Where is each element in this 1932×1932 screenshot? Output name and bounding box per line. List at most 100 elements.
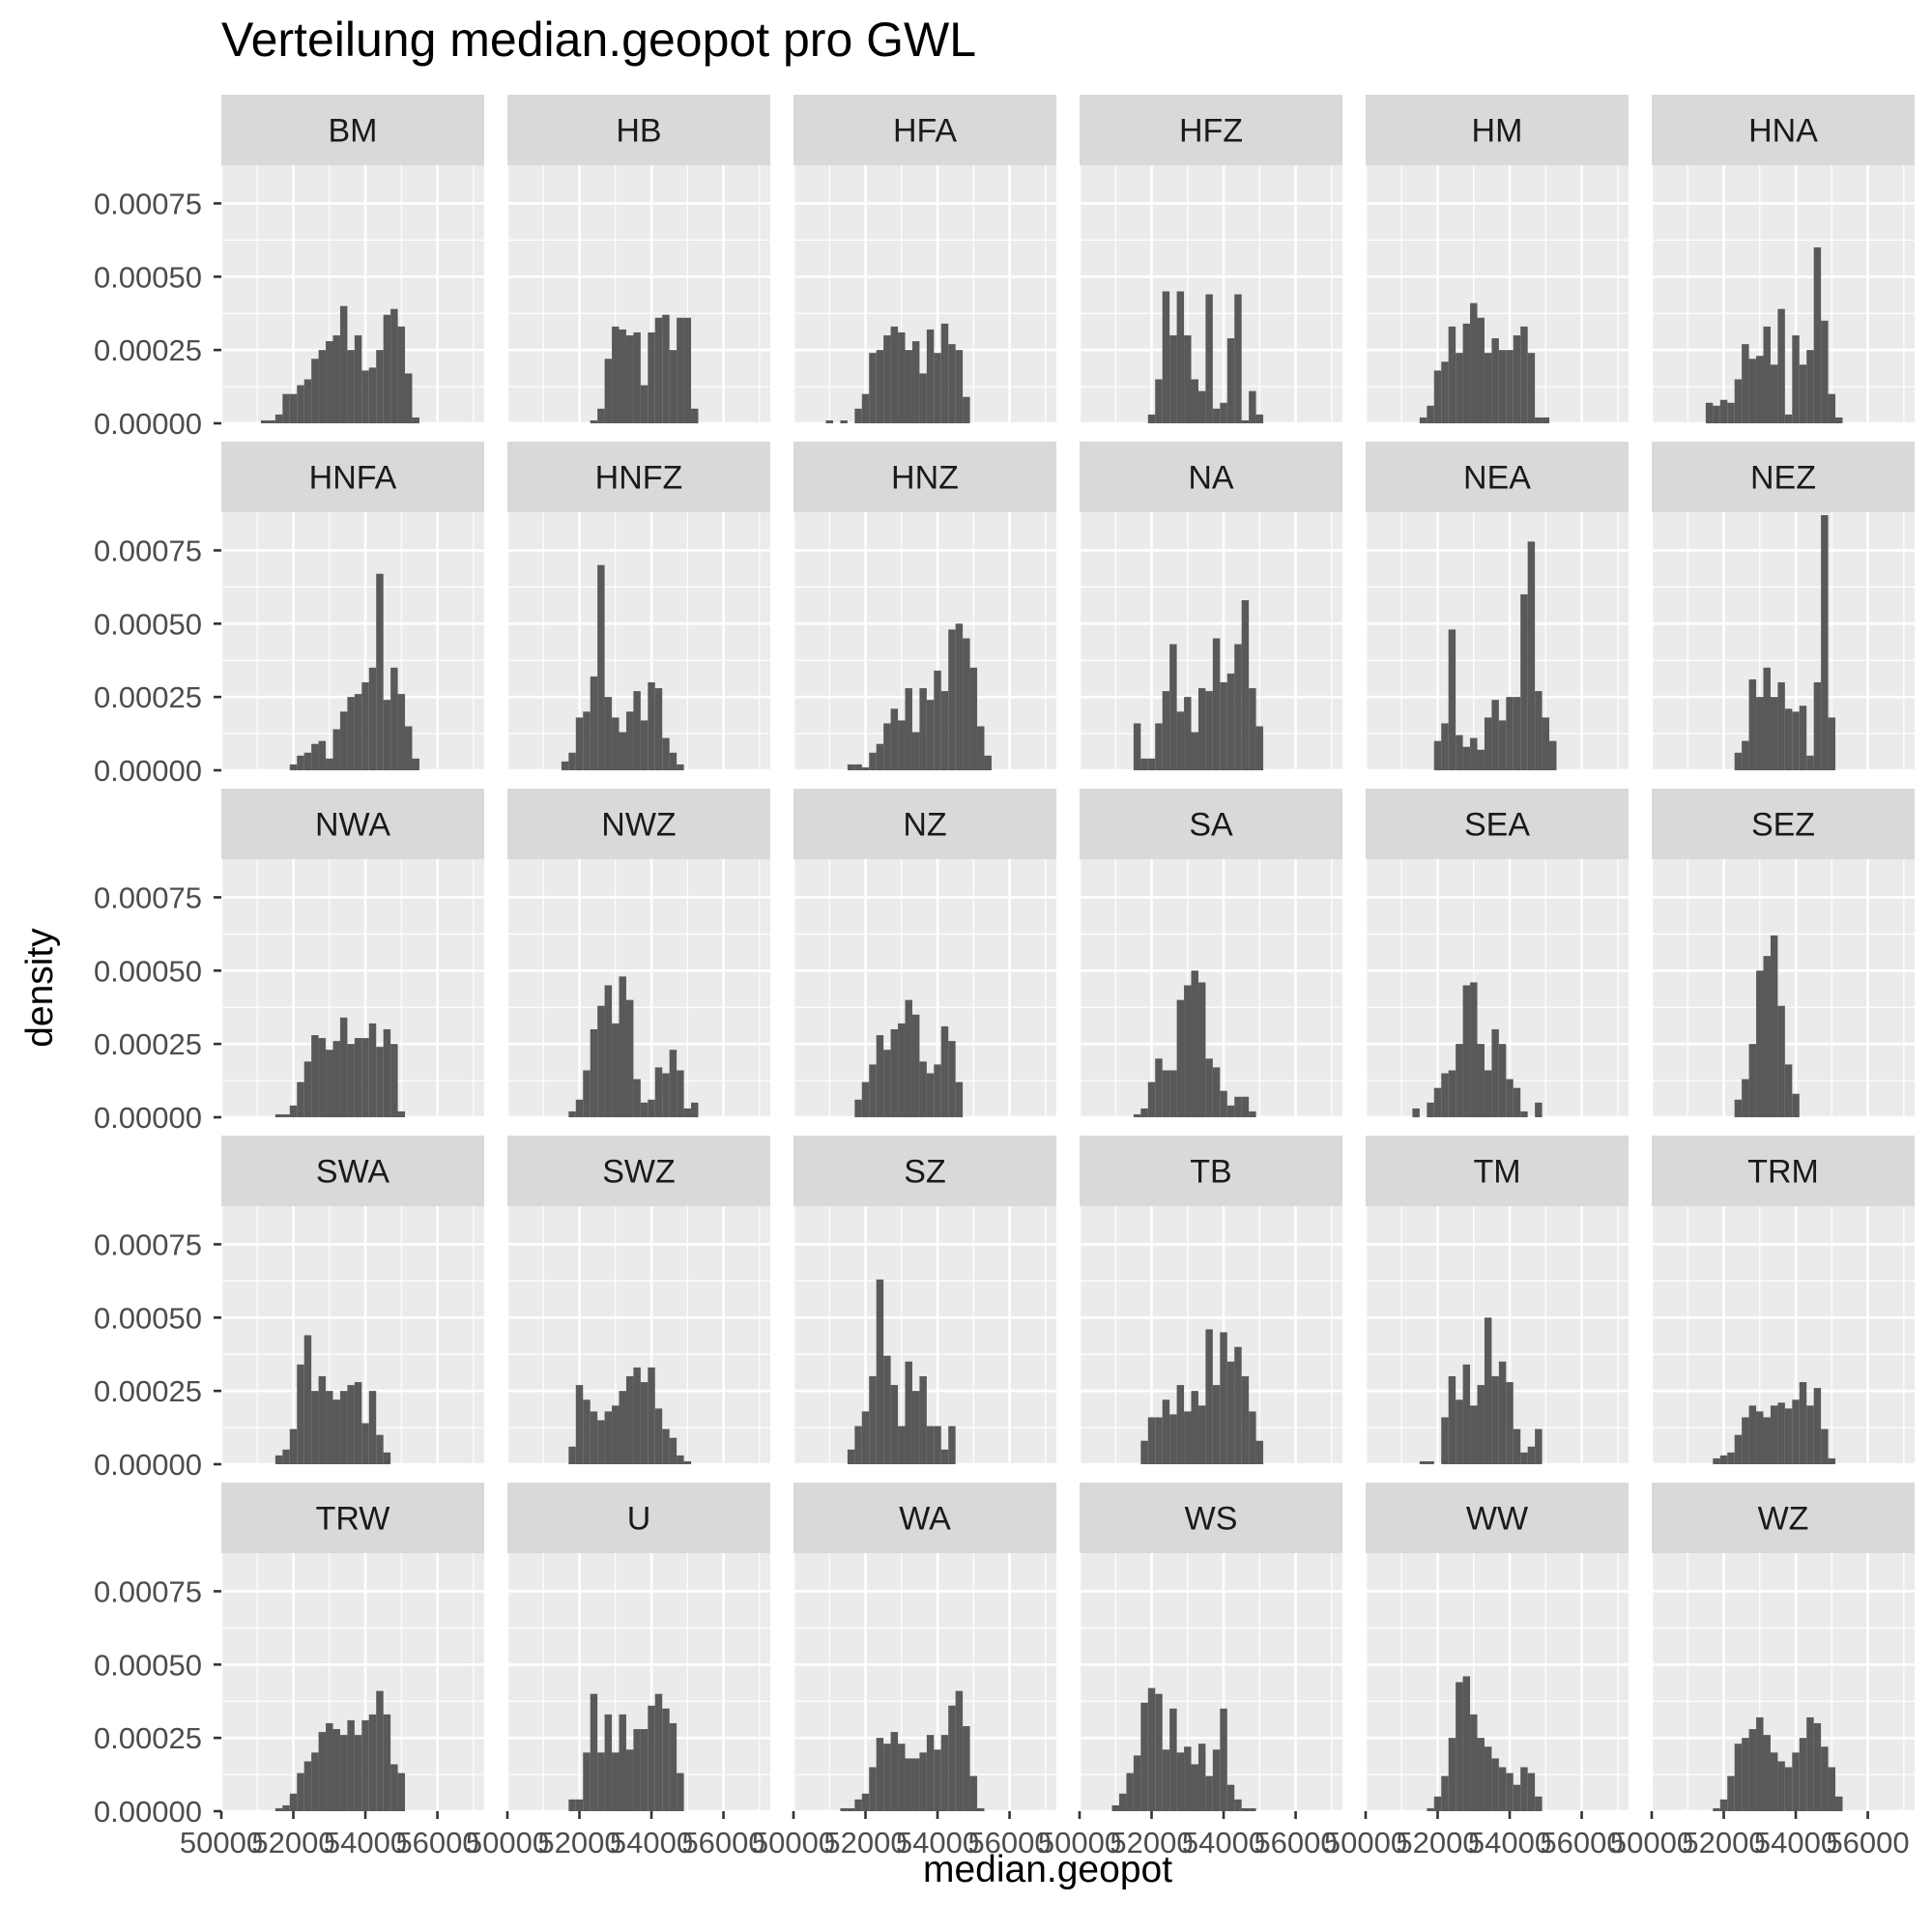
facet-panel-sz: SZ — [792, 1136, 1056, 1466]
histogram-bar — [318, 1038, 327, 1117]
histogram-bar — [934, 1749, 941, 1811]
histogram-bar — [1412, 1108, 1420, 1117]
histogram-bar — [619, 329, 626, 423]
histogram-bar — [662, 1073, 670, 1117]
histogram-bar — [1756, 1716, 1764, 1811]
histogram-bar — [1184, 1746, 1192, 1811]
histogram-bar — [1763, 1417, 1771, 1464]
histogram-bar — [1220, 681, 1227, 770]
histogram-bar — [911, 1758, 920, 1811]
histogram-bar — [1419, 1460, 1427, 1464]
histogram-bar — [1491, 1758, 1499, 1811]
histogram-bar — [297, 755, 304, 770]
histogram-bar — [1155, 1417, 1163, 1464]
histogram-bar — [583, 1399, 591, 1464]
histogram-bar — [1111, 1804, 1119, 1811]
histogram-bar — [1491, 1028, 1499, 1117]
histogram-bar — [919, 1752, 927, 1811]
histogram-bar — [911, 341, 920, 423]
facet-strip — [221, 1483, 484, 1553]
histogram-bar — [1456, 353, 1463, 423]
histogram-bar — [890, 1732, 899, 1811]
histogram-bar — [318, 740, 327, 770]
x-tick-label: 50000 — [752, 1826, 835, 1860]
facet-panel-swa: SWA 0.00000 0.00025 0.00050 0.00075 — [94, 1136, 484, 1482]
histogram-bar — [1484, 1746, 1492, 1811]
facet-panel-hm: HM — [1364, 95, 1629, 425]
histogram-bar — [339, 1017, 348, 1117]
histogram-bar — [361, 370, 369, 423]
histogram-bar — [1527, 353, 1536, 423]
facet-strip-label: HNFZ — [595, 460, 683, 497]
histogram-bar — [597, 564, 605, 770]
facet-strip — [1080, 95, 1342, 165]
histogram-bar — [1742, 1738, 1749, 1811]
histogram-bar — [1470, 1405, 1478, 1464]
histogram-bar — [1792, 1093, 1800, 1117]
histogram-bar — [354, 1735, 362, 1811]
histogram-bar — [612, 326, 620, 423]
histogram-bar — [1234, 1096, 1242, 1117]
histogram-bar — [332, 1729, 340, 1811]
histogram-bar — [383, 1452, 391, 1464]
histogram-bar — [633, 1729, 641, 1811]
histogram-bar — [1713, 1807, 1720, 1811]
histogram-bar — [1441, 1417, 1449, 1464]
histogram-bar — [397, 1773, 406, 1811]
histogram-bar — [1770, 1405, 1778, 1464]
histogram-bar — [604, 1411, 613, 1464]
x-tick-label: 52000 — [1110, 1826, 1193, 1860]
histogram-bar — [825, 419, 833, 423]
facet-panel-hna: HNA — [1650, 95, 1915, 425]
histogram-bar — [1784, 1408, 1793, 1464]
facet-strip-label: NWZ — [601, 807, 676, 844]
histogram-bar — [1220, 402, 1227, 423]
histogram-bar — [347, 1385, 355, 1464]
y-tick-label: 0.00050 — [94, 260, 202, 294]
histogram-bar — [1441, 1073, 1449, 1117]
histogram-bar — [1205, 294, 1213, 423]
histogram-bar — [963, 1726, 970, 1811]
histogram-bar — [1756, 697, 1764, 770]
facet-strip — [793, 442, 1056, 512]
histogram-bar — [361, 1038, 369, 1117]
histogram-bar — [332, 1399, 340, 1464]
histogram-bar — [854, 1099, 862, 1117]
histogram-bar — [1205, 1329, 1213, 1464]
facet-panel-trw: TRW 0.00000 0.00025 0.00050 0.00075 500005200… — [94, 1483, 484, 1860]
histogram-bar — [1835, 417, 1843, 423]
facet-strip-label: NZ — [903, 807, 946, 844]
histogram-bar — [1249, 1411, 1256, 1464]
histogram-bar — [840, 419, 848, 423]
x-tick-label: 54000 — [1468, 1826, 1551, 1860]
facet-strip-label: SZ — [904, 1154, 945, 1191]
histogram-bar — [590, 1693, 598, 1811]
histogram-bar — [963, 396, 970, 423]
histogram-bar — [289, 1793, 298, 1811]
facet-strip-label: HB — [616, 113, 661, 150]
facet-strip — [1366, 1136, 1629, 1206]
histogram-bar — [926, 1426, 935, 1464]
histogram-bar — [1462, 1676, 1471, 1811]
histogram-bar — [691, 1102, 699, 1117]
histogram-bar — [940, 323, 949, 423]
histogram-bar — [926, 1073, 935, 1117]
histogram-bar — [260, 419, 269, 423]
histogram-bar — [311, 743, 319, 770]
histogram-bar — [654, 1693, 663, 1811]
histogram-bar — [383, 1028, 391, 1117]
facet-strip-label: BM — [329, 113, 378, 150]
histogram-bar — [354, 694, 362, 770]
histogram-bar — [1491, 700, 1499, 770]
histogram-bar — [869, 353, 877, 423]
histogram-bar — [1549, 740, 1557, 770]
facet-strip — [1080, 1483, 1342, 1553]
histogram-bar — [597, 1420, 605, 1464]
histogram-bar — [1147, 414, 1156, 423]
facet-strip-label: HM — [1472, 113, 1523, 150]
histogram-bar — [368, 667, 377, 770]
histogram-bar — [1799, 1382, 1807, 1464]
facet-panel-tb: TB — [1078, 1136, 1342, 1466]
histogram-bar — [1806, 1716, 1814, 1811]
histogram-bar — [1226, 1361, 1235, 1464]
